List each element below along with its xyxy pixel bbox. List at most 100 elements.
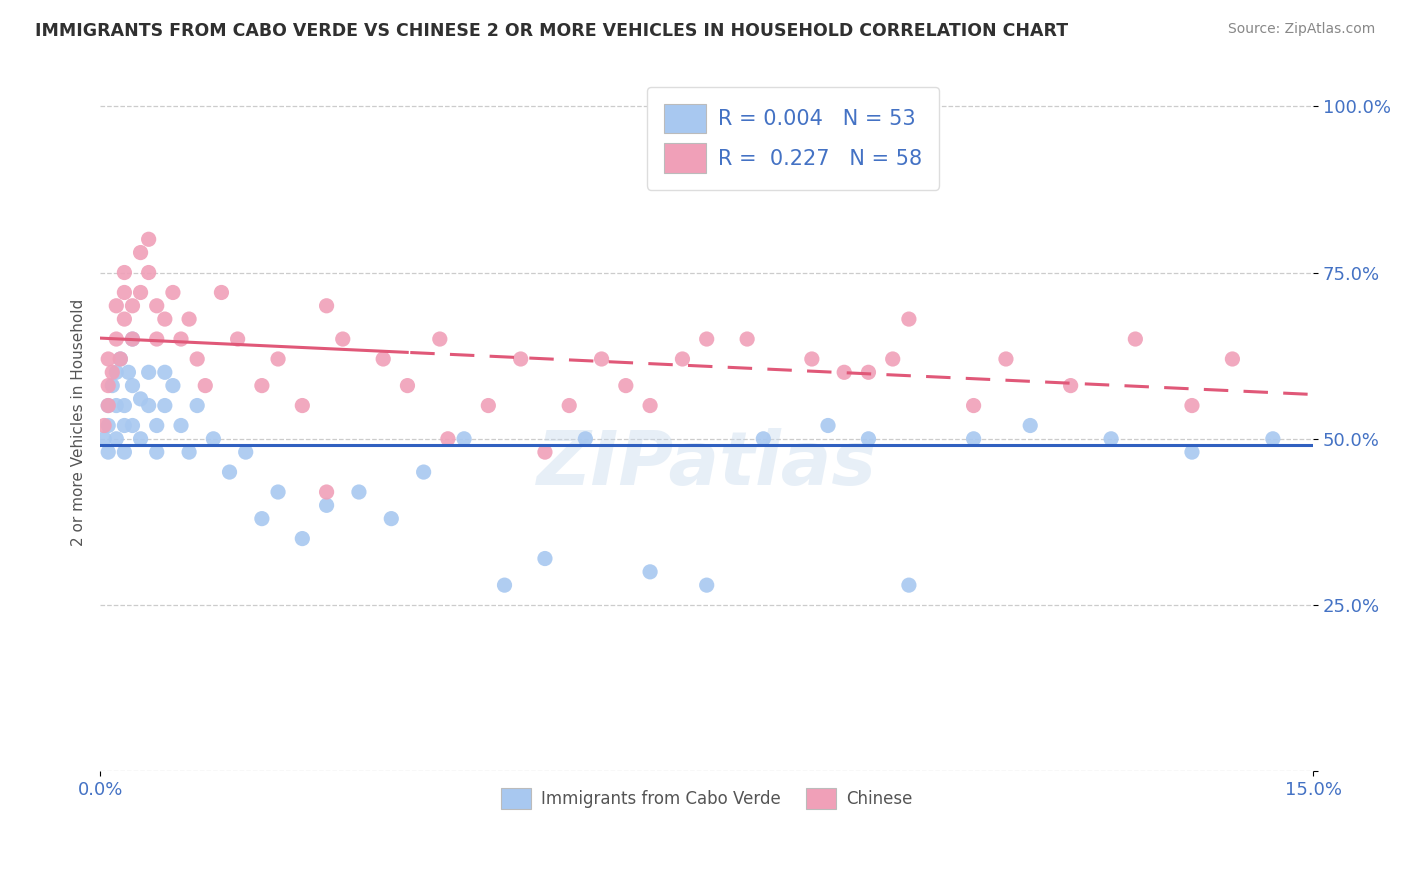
Point — [138, 232, 160, 246]
Point — [1125, 332, 1147, 346]
Point — [97, 418, 120, 433]
Text: ZIPatlas: ZIPatlas — [537, 427, 877, 500]
Point — [121, 299, 143, 313]
Point — [145, 332, 167, 346]
Point — [202, 432, 225, 446]
Point — [194, 378, 217, 392]
Point — [112, 266, 135, 280]
Point — [145, 445, 167, 459]
Text: IMMIGRANTS FROM CABO VERDE VS CHINESE 2 OR MORE VEHICLES IN HOUSEHOLD CORRELATIO: IMMIGRANTS FROM CABO VERDE VS CHINESE 2 … — [35, 22, 1069, 40]
Point — [112, 445, 135, 459]
Point — [129, 392, 152, 406]
Point — [671, 351, 693, 366]
Point — [97, 351, 120, 366]
Point — [112, 399, 135, 413]
Point — [534, 445, 557, 459]
Point — [110, 351, 132, 366]
Point — [117, 365, 139, 379]
Point — [138, 399, 160, 413]
Point — [101, 378, 124, 392]
Point — [129, 432, 152, 446]
Point — [882, 351, 904, 366]
Point — [437, 432, 460, 446]
Text: Source: ZipAtlas.com: Source: ZipAtlas.com — [1227, 22, 1375, 37]
Point — [267, 351, 290, 366]
Point — [97, 445, 120, 459]
Point — [897, 312, 920, 326]
Point — [509, 351, 531, 366]
Point — [696, 332, 718, 346]
Point — [250, 511, 273, 525]
Point — [170, 332, 193, 346]
Point — [112, 312, 135, 326]
Point — [138, 266, 160, 280]
Point — [97, 378, 120, 392]
Point — [101, 365, 124, 379]
Point — [696, 578, 718, 592]
Point — [129, 285, 152, 300]
Point — [638, 565, 661, 579]
Point — [121, 332, 143, 346]
Point — [153, 365, 176, 379]
Point — [373, 351, 395, 366]
Point — [1099, 432, 1122, 446]
Point — [1222, 351, 1244, 366]
Point — [897, 578, 920, 592]
Point — [121, 332, 143, 346]
Point — [1181, 399, 1204, 413]
Point — [429, 332, 451, 346]
Point — [267, 485, 290, 500]
Point — [153, 312, 176, 326]
Point — [994, 351, 1017, 366]
Point — [412, 465, 434, 479]
Point — [138, 365, 160, 379]
Point — [962, 399, 984, 413]
Point — [614, 378, 637, 392]
Point — [105, 332, 128, 346]
Point — [962, 432, 984, 446]
Point — [291, 399, 314, 413]
Point — [315, 499, 337, 513]
Point — [186, 399, 208, 413]
Point — [477, 399, 499, 413]
Point — [315, 299, 337, 313]
Point — [162, 285, 184, 300]
Point — [129, 245, 152, 260]
Point — [112, 418, 135, 433]
Point — [97, 399, 120, 413]
Point — [858, 365, 880, 379]
Point — [177, 312, 200, 326]
Point — [162, 378, 184, 392]
Point — [170, 418, 193, 433]
Legend: Immigrants from Cabo Verde, Chinese: Immigrants from Cabo Verde, Chinese — [495, 781, 920, 815]
Point — [800, 351, 823, 366]
Point — [250, 378, 273, 392]
Point — [105, 365, 128, 379]
Point — [1261, 432, 1284, 446]
Point — [347, 485, 370, 500]
Point — [145, 418, 167, 433]
Point — [145, 299, 167, 313]
Point — [534, 551, 557, 566]
Point — [735, 332, 758, 346]
Point — [112, 285, 135, 300]
Point — [574, 432, 596, 446]
Point — [1181, 445, 1204, 459]
Point — [858, 432, 880, 446]
Point — [291, 532, 314, 546]
Point — [153, 399, 176, 413]
Point — [121, 418, 143, 433]
Point — [209, 285, 232, 300]
Point — [218, 465, 240, 479]
Point — [186, 351, 208, 366]
Y-axis label: 2 or more Vehicles in Household: 2 or more Vehicles in Household — [72, 299, 86, 546]
Point — [396, 378, 419, 392]
Point — [105, 399, 128, 413]
Point — [752, 432, 775, 446]
Point — [226, 332, 249, 346]
Point — [105, 432, 128, 446]
Point — [121, 378, 143, 392]
Point — [332, 332, 354, 346]
Point — [558, 399, 581, 413]
Point — [817, 418, 839, 433]
